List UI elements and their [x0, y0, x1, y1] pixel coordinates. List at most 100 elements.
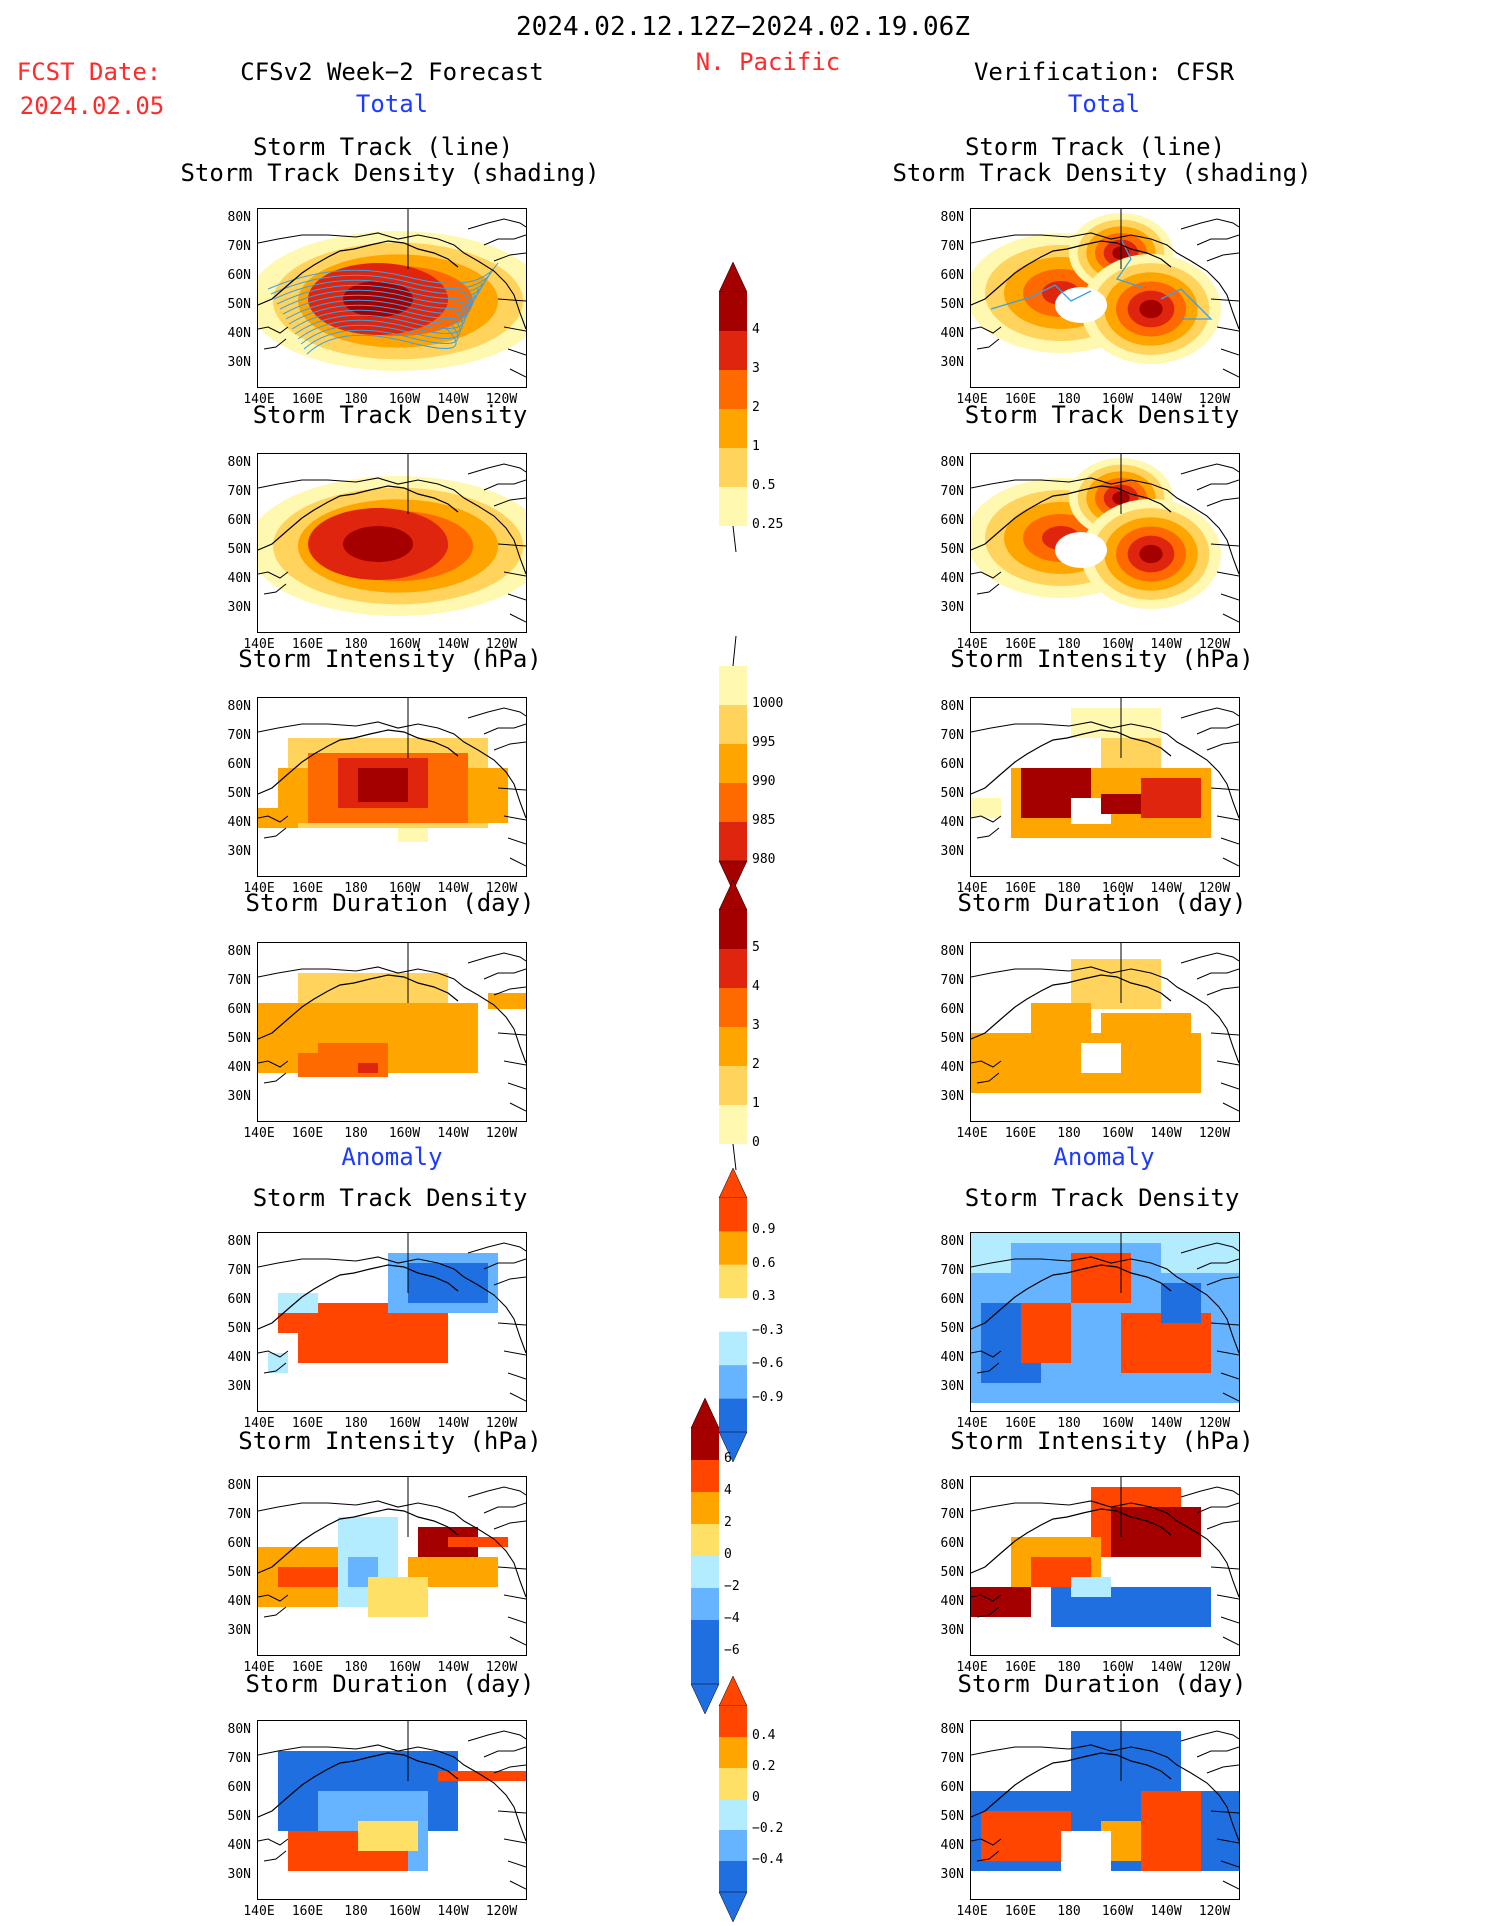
lat-tick-label: 50N — [227, 1321, 251, 1336]
lon-tick-label: 180 — [344, 1904, 368, 1919]
fcst-date-label: FCST Date: — [16, 58, 162, 86]
lon-tick-label: 140E — [956, 1660, 988, 1675]
lat-tick-label: 40N — [940, 1594, 964, 1609]
lon-tick-label: 140W — [1150, 881, 1182, 896]
vf-intensity-anom-title: Storm Intensity (hPa) — [950, 1427, 1254, 1455]
vf-track-line-title: Storm Track (line) — [964, 133, 1226, 161]
lon-tick-label: 140W — [1150, 392, 1182, 407]
lat-tick-label: 60N — [940, 1780, 964, 1795]
lon-tick-label: 140W — [437, 637, 469, 652]
lon-tick-label: 120W — [1198, 1126, 1231, 1141]
lon-tick-label: 160E — [1004, 1660, 1037, 1675]
duration-anom-colorbar-label: 0 — [752, 1790, 760, 1805]
duration-anom-colorbar-label: −0.4 — [752, 1852, 784, 1867]
lon-tick-label: 180 — [344, 1126, 368, 1141]
lat-tick-label: 40N — [940, 326, 964, 341]
fc-duration-anom-map — [257, 1720, 527, 1900]
vf-density-title: Storm Track Density — [964, 401, 1240, 429]
fcst-date-value: 2024.02.05 — [19, 92, 165, 120]
lat-tick-label: 80N — [227, 455, 251, 470]
lon-tick-label: 120W — [485, 1126, 518, 1141]
lat-tick-label: 60N — [940, 268, 964, 283]
density-colorbar — [718, 261, 748, 560]
lon-tick-label: 120W — [1198, 1660, 1231, 1675]
lat-tick-label: 30N — [940, 1089, 964, 1104]
lon-tick-label: 160E — [291, 1416, 324, 1431]
density-colorbar-label: 0.25 — [752, 517, 784, 532]
lat-tick-label: 40N — [227, 326, 251, 341]
lat-tick-label: 70N — [940, 973, 964, 988]
lon-tick-label: 160E — [291, 1904, 324, 1919]
lat-tick-label: 40N — [940, 815, 964, 830]
lat-tick-label: 40N — [227, 1594, 251, 1609]
forecast-total-label: Total — [355, 90, 429, 118]
lat-tick-label: 70N — [227, 1507, 251, 1522]
lon-tick-label: 140E — [243, 1416, 275, 1431]
lat-tick-label: 60N — [227, 1002, 251, 1017]
lon-tick-label: 160W — [388, 392, 421, 407]
lon-tick-label: 140E — [243, 637, 275, 652]
lon-tick-label: 180 — [1057, 637, 1081, 652]
lat-tick-label: 80N — [940, 699, 964, 714]
lon-tick-label: 140W — [437, 392, 469, 407]
intensity-anom-colorbar-label: −6 — [724, 1643, 740, 1658]
lat-tick-label: 50N — [227, 1031, 251, 1046]
lon-tick-label: 160E — [1004, 1904, 1037, 1919]
duration-colorbar — [718, 879, 748, 1178]
lat-tick-label: 50N — [940, 1809, 964, 1824]
region-title: N. Pacific — [695, 48, 841, 76]
lon-tick-label: 160W — [1101, 637, 1134, 652]
density-anom-colorbar — [718, 1167, 748, 1466]
lat-tick-label: 40N — [227, 1060, 251, 1075]
duration-anom-colorbar-label: −0.2 — [752, 1821, 784, 1836]
lat-tick-label: 30N — [940, 355, 964, 370]
verification-column-title: Verification: CFSR — [973, 58, 1235, 86]
lon-tick-label: 120W — [1198, 392, 1231, 407]
lat-tick-label: 70N — [227, 484, 251, 499]
duration-colorbar-label: 1 — [752, 1096, 760, 1111]
lat-tick-label: 60N — [227, 1780, 251, 1795]
lon-tick-label: 160W — [1101, 881, 1134, 896]
fc-track-shading-title: Storm Track Density (shading) — [180, 159, 600, 187]
vf-track-shading-title: Storm Track Density (shading) — [892, 159, 1312, 187]
lat-tick-label: 50N — [940, 1031, 964, 1046]
lon-tick-label: 120W — [1198, 881, 1231, 896]
lat-tick-label: 70N — [940, 1751, 964, 1766]
forecast-column-title: CFSv2 Week−2 Forecast — [240, 58, 544, 86]
lon-tick-label: 180 — [344, 392, 368, 407]
fc-track-map — [257, 208, 527, 388]
lat-tick-label: 70N — [227, 1751, 251, 1766]
lat-tick-label: 60N — [940, 1292, 964, 1307]
fc-density-anom-title: Storm Track Density — [252, 1184, 528, 1212]
vf-density-anom-title: Storm Track Density — [964, 1184, 1240, 1212]
lon-tick-label: 160E — [291, 1660, 324, 1675]
intensity-anom-colorbar-label: 0 — [724, 1547, 732, 1562]
lat-tick-label: 40N — [227, 1838, 251, 1853]
lon-tick-label: 180 — [344, 637, 368, 652]
lon-tick-label: 140E — [243, 392, 275, 407]
lat-tick-label: 80N — [227, 210, 251, 225]
lat-tick-label: 70N — [940, 239, 964, 254]
fc-density-anom-map — [257, 1232, 527, 1412]
lat-tick-label: 60N — [940, 757, 964, 772]
lon-tick-label: 180 — [1057, 1126, 1081, 1141]
lat-tick-label: 80N — [227, 1234, 251, 1249]
vf-duration-anom-title: Storm Duration (day) — [957, 1670, 1247, 1698]
lon-tick-label: 180 — [1057, 881, 1081, 896]
vf-intensity-map — [970, 697, 1240, 877]
lon-tick-label: 180 — [1057, 392, 1081, 407]
lat-tick-label: 60N — [227, 1292, 251, 1307]
vf-duration-anom-map — [970, 1720, 1240, 1900]
lon-tick-label: 160E — [1004, 881, 1037, 896]
vf-intensity-title: Storm Intensity (hPa) — [950, 645, 1254, 673]
intensity-anom-colorbar-label: 4 — [724, 1483, 732, 1498]
lat-tick-label: 70N — [227, 973, 251, 988]
lat-tick-label: 50N — [940, 1565, 964, 1580]
forecast-anomaly-label: Anomaly — [341, 1143, 443, 1171]
lat-tick-label: 30N — [940, 1867, 964, 1882]
duration-anom-colorbar-label: 0.4 — [752, 1728, 776, 1743]
lat-tick-label: 70N — [227, 728, 251, 743]
intensity-colorbar-label: 990 — [752, 774, 776, 789]
lat-tick-label: 80N — [940, 1478, 964, 1493]
lon-tick-label: 140W — [437, 1416, 469, 1431]
